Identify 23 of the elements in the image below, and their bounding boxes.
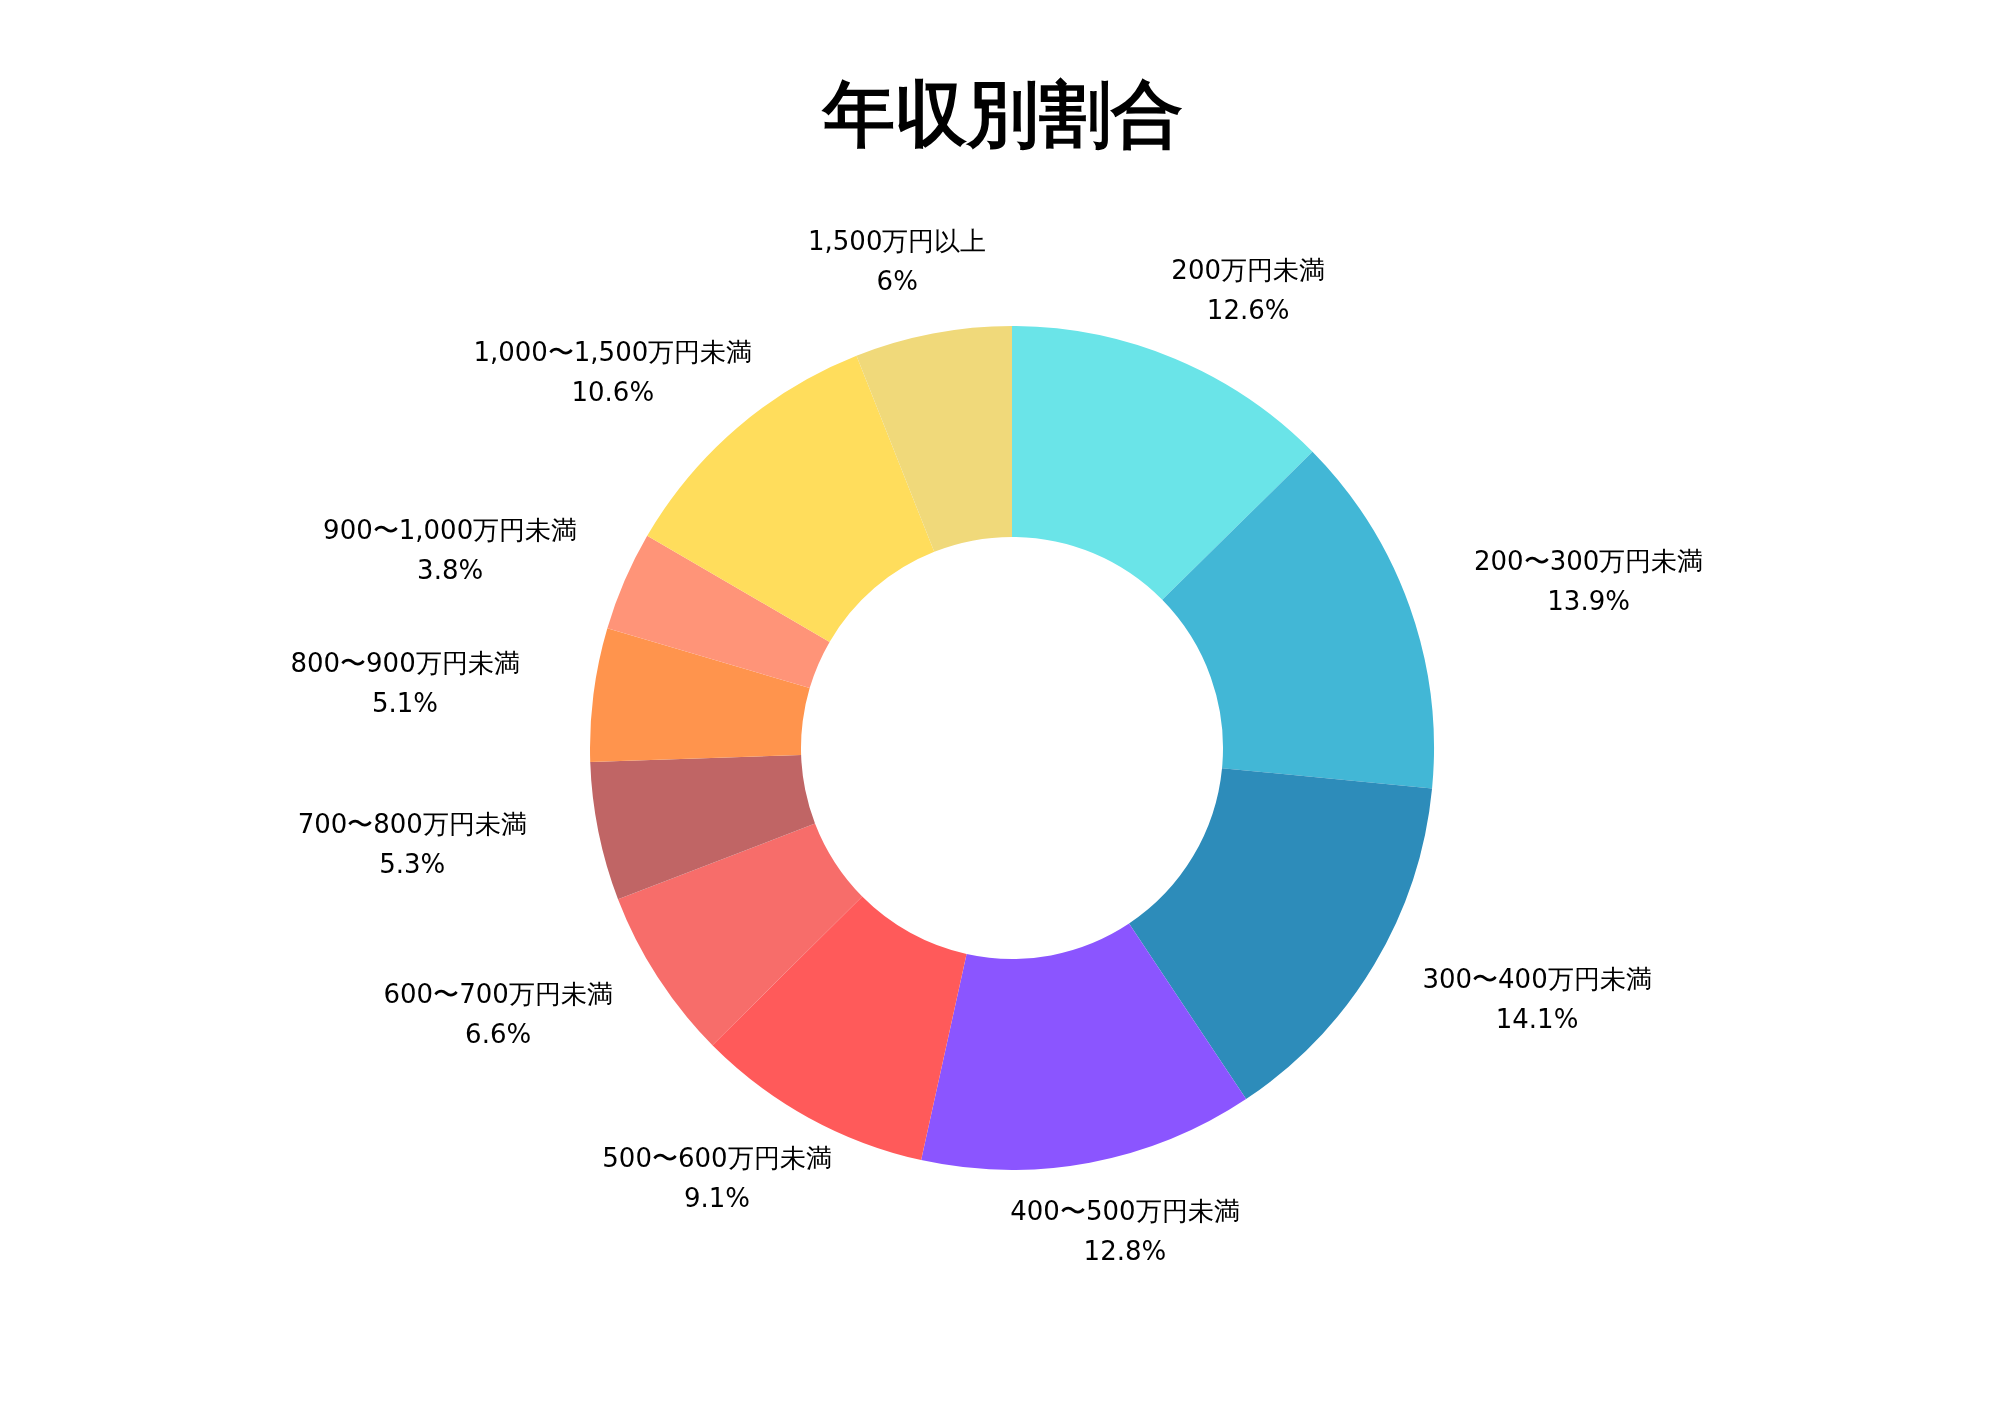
data-label: 5.1% — [372, 688, 439, 719]
slice-label: 200万円未満 — [1171, 255, 1325, 286]
data-label: 13.9% — [1547, 585, 1630, 616]
data-label: 6% — [876, 265, 918, 296]
slice-label: 200〜300万円未満 — [1473, 545, 1704, 576]
slice-label: 500〜600万円未満 — [602, 1143, 832, 1174]
slice-label: 400〜500万円未満 — [1010, 1196, 1240, 1227]
slice-label: 700〜800万円未満 — [297, 808, 527, 839]
chart-title: 年収別割合 — [821, 71, 1183, 156]
data-label: 5.3% — [379, 848, 446, 879]
data-label: 12.8% — [1083, 1236, 1167, 1267]
data-label: 10.6% — [571, 376, 655, 407]
data-label: 9.1% — [683, 1183, 750, 1214]
slice-label: 300〜400万円未満 — [1422, 964, 1652, 995]
data-label: 3.8% — [417, 555, 484, 586]
data-label: 6.6% — [465, 1018, 532, 1049]
slice-label: 900〜1,000万円未満 — [323, 515, 578, 546]
data-label: 12.6% — [1206, 295, 1290, 326]
slice-label: 1,000〜1,500万円未満 — [473, 336, 753, 367]
slice-label: 600〜700万円未満 — [383, 978, 613, 1009]
slice-label: 800〜900万円未満 — [290, 648, 520, 679]
data-label: 14.1% — [1495, 1004, 1579, 1035]
slice-label: 1,500万円以上 — [808, 225, 987, 256]
